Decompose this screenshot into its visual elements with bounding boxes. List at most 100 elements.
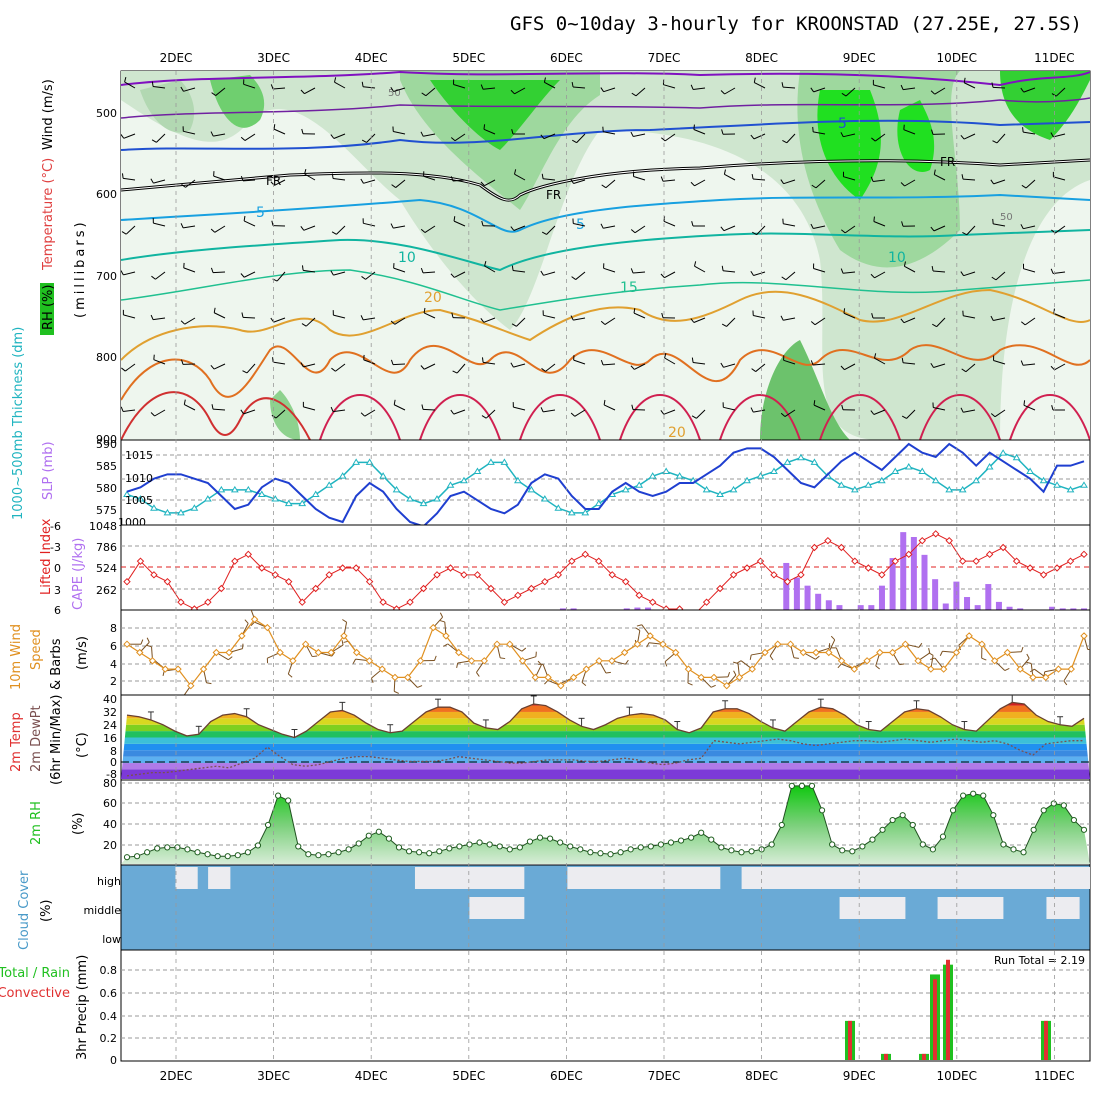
upper-barb-flag [660, 137, 666, 142]
temp-label-2: 2m DewPt [29, 705, 44, 772]
upper-barb-flag [631, 404, 634, 410]
data-point [379, 598, 387, 606]
data-point [888, 648, 897, 657]
cloud-cell-high [458, 867, 470, 889]
rh-markers [123, 782, 1088, 861]
data-point [557, 839, 564, 846]
wind-barb-flag [439, 612, 444, 618]
upper-barb [125, 225, 136, 235]
upper-barb-flag [151, 275, 156, 280]
upper-barb [962, 178, 976, 181]
data-point [1060, 802, 1067, 809]
wind-tick: 4 [110, 658, 117, 671]
upper-barb-flag [932, 323, 937, 328]
rh-legend-swatch [40, 283, 54, 335]
data-point [289, 657, 297, 665]
data-point [675, 472, 684, 479]
upper-barb-flag [810, 360, 814, 366]
upper-barb [904, 179, 916, 187]
cloud-cell-middle [502, 897, 514, 919]
upper-barb-flag [753, 77, 756, 83]
data-point [455, 648, 463, 657]
data-point [557, 681, 565, 690]
contour-label: 50 [388, 88, 401, 99]
upper-barb [664, 133, 676, 142]
temp-tick: 0 [110, 756, 117, 769]
upper-barb [843, 133, 856, 138]
cloud-cell-high [600, 867, 612, 889]
upper-barb-flag [961, 174, 964, 180]
data-point [999, 449, 1008, 456]
upper-barb [183, 225, 196, 229]
cloud-cell-middle [959, 897, 971, 919]
upper-barb [933, 363, 946, 368]
upper-barb [723, 225, 736, 232]
upper-barb [753, 315, 766, 319]
upper-barb [874, 133, 886, 142]
data-point [352, 564, 360, 572]
upper-barb [603, 87, 616, 93]
contour-label: 5 [838, 116, 847, 132]
wind-ticks: 8 6 4 2 [110, 622, 117, 688]
upper-barb [963, 133, 976, 140]
upper-barb [212, 271, 226, 274]
cloud-cell-high [970, 867, 982, 889]
wind-barb-flag [875, 665, 880, 670]
data-point [325, 851, 332, 858]
upper-barb [783, 359, 796, 365]
cloud-cell-high [741, 867, 753, 889]
upper-barb-flag [840, 132, 844, 137]
wind-barb-flag [625, 659, 629, 665]
cloud-cell-high [1002, 867, 1015, 889]
data-point [540, 495, 549, 502]
data-point [850, 665, 859, 673]
data-point [783, 458, 792, 465]
data-point [647, 843, 654, 850]
upper-barb-flag [330, 406, 334, 412]
data-point [395, 844, 403, 851]
data-point [446, 845, 453, 852]
data-point [473, 571, 482, 579]
upper-barb [275, 409, 286, 419]
cape-bar [964, 597, 971, 610]
date-label: 4DEC [355, 51, 388, 65]
rh-ticks: 80 60 40 20 [103, 777, 117, 852]
upper-barb [963, 315, 976, 319]
upper-barb-flag [720, 362, 724, 368]
upper-barb [333, 409, 346, 413]
upper-barb [575, 271, 586, 280]
data-point [518, 657, 527, 665]
data-point [1053, 564, 1061, 572]
cloud-cell-high [1024, 867, 1037, 889]
wind-barb-flag [939, 651, 943, 656]
wind-barb-flag [228, 656, 233, 661]
wind-barb-flag [1063, 680, 1068, 686]
upper-barb-flag [390, 87, 394, 92]
upper-barb-flag [721, 129, 724, 135]
upper-barb [813, 87, 826, 93]
upper-barb-flag [393, 399, 396, 405]
upper-barb [603, 131, 616, 135]
contour-label: 10 [398, 250, 416, 266]
upper-barb [993, 223, 1006, 227]
data-point [837, 481, 846, 488]
data-point [1020, 849, 1027, 856]
upper-barb [123, 314, 136, 319]
upper-barb-flag [930, 363, 934, 368]
data-point [798, 782, 806, 789]
data-point [136, 648, 144, 657]
cloud-cell-middle [480, 897, 492, 919]
date-label: 8DEC [745, 1069, 778, 1083]
upper-barb [543, 271, 556, 276]
upper-barb-flag [391, 184, 396, 188]
upper-barb [513, 270, 526, 273]
wind-barb-flag [371, 677, 374, 683]
upper-barb [903, 129, 916, 135]
wind-barb-flag [146, 644, 152, 648]
upper-barb-flag [1023, 400, 1026, 406]
data-point [778, 821, 785, 829]
upper-barb-flag [420, 267, 424, 274]
data-point [355, 840, 362, 847]
upper-barb [155, 271, 166, 280]
upper-barb [303, 225, 316, 231]
